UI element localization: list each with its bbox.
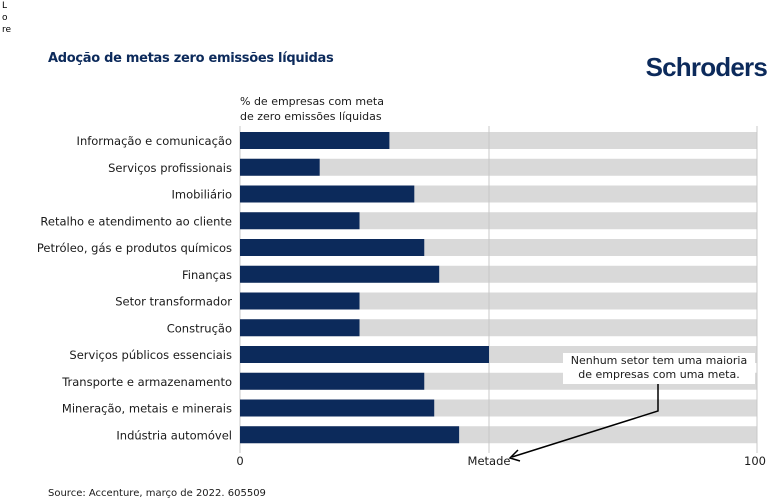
bar <box>240 292 360 310</box>
corner-text-line: re <box>2 25 12 35</box>
bar-track <box>240 212 757 230</box>
source-note: Source: Accenture, março de 2022. 605509 <box>48 488 266 499</box>
bar <box>240 132 390 149</box>
bar <box>240 212 360 230</box>
category-label: Imobiliário <box>171 188 232 202</box>
category-label: Serviços públicos essenciais <box>69 348 232 362</box>
category-label: Serviços profissionais <box>108 161 232 175</box>
category-label: Mineração, metais e minerais <box>62 402 232 416</box>
bar <box>240 158 320 176</box>
category-label: Retalho e atendimento ao cliente <box>40 214 232 228</box>
x-tick-label: Metade <box>468 454 511 468</box>
category-label: Construção <box>167 321 232 335</box>
x-tick-label: 100 <box>744 454 766 468</box>
category-label: Indústria automóvel <box>116 428 232 442</box>
annotation-leader-line <box>511 384 659 458</box>
chart-title: Adoção de metas zero emissões líquidas <box>48 51 334 66</box>
category-label: Finanças <box>182 268 232 282</box>
arrowhead-icon <box>508 449 521 462</box>
annotation-line: de empresas com uma meta. <box>578 368 740 381</box>
annotation-line: Nenhum setor tem uma maioria <box>570 354 748 367</box>
category-label: Transporte e armazenamento <box>61 375 232 389</box>
bar <box>240 265 440 283</box>
bar <box>240 426 460 444</box>
bar <box>240 399 435 417</box>
schroders-logo: Schroders <box>645 52 768 82</box>
annotation-arrow <box>508 384 659 462</box>
bar-track <box>240 292 757 310</box>
corner-text-line: L <box>2 1 8 11</box>
corner-text-line: o <box>2 13 8 23</box>
bar-tracks <box>240 132 757 444</box>
bar <box>240 239 425 256</box>
category-label: Informação e comunicação <box>77 134 232 148</box>
bar-track <box>240 158 757 176</box>
annotation-box: Nenhum setor tem uma maioria de empresas… <box>563 353 755 384</box>
subtitle-line: de zero emissões líquidas <box>240 110 382 123</box>
category-label: Setor transformador <box>115 295 232 309</box>
chart-subtitle: % de empresas com meta de zero emissões … <box>240 94 384 124</box>
bars <box>240 132 489 444</box>
category-label: Petróleo, gás e produtos químicos <box>37 241 232 255</box>
bar <box>240 346 489 363</box>
x-tick-labels: 0 Metade 100 <box>236 454 766 468</box>
bar-track <box>240 319 757 337</box>
x-tick-label: 0 <box>236 454 243 468</box>
corner-text: L o re <box>2 0 11 36</box>
bar <box>240 319 360 337</box>
bar <box>240 372 425 390</box>
subtitle-line: % de empresas com meta <box>240 95 384 108</box>
category-labels: Informação e comunicação Serviços profiss… <box>37 134 232 442</box>
bar <box>240 185 415 203</box>
gridlines <box>239 126 758 453</box>
